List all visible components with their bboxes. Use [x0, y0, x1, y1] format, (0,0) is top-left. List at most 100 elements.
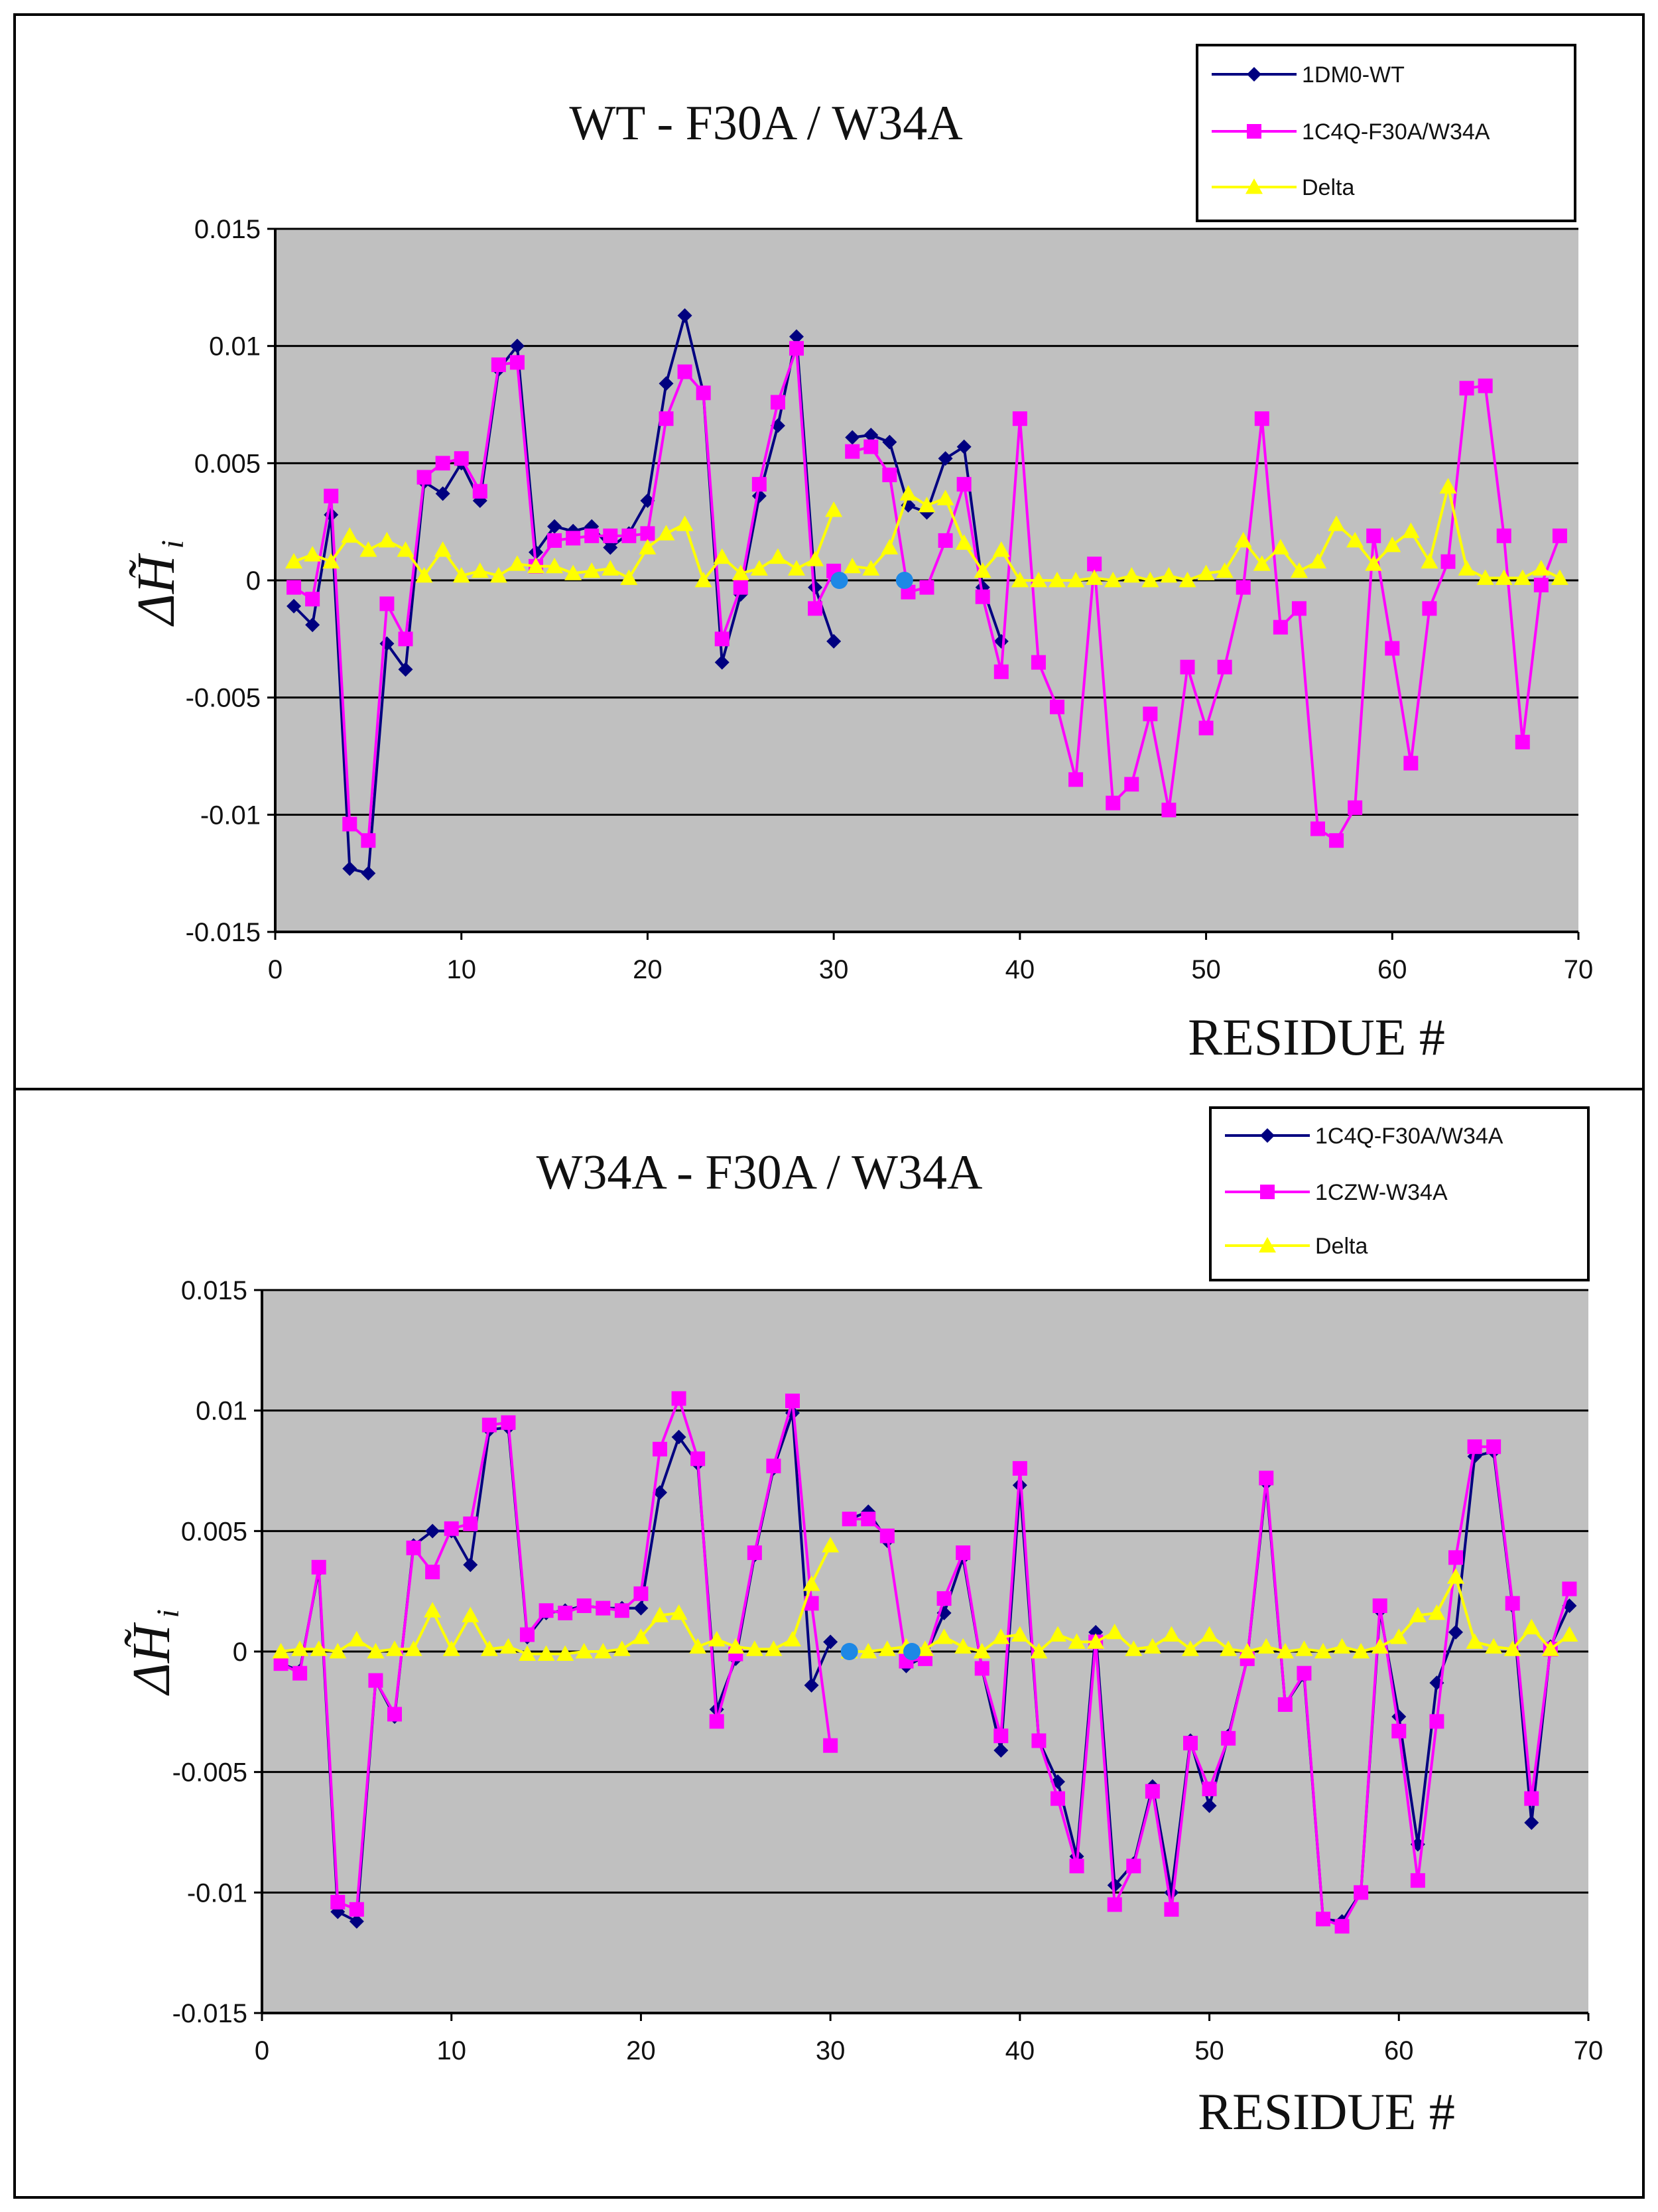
x-tick-label: 20 — [633, 955, 663, 984]
data-point — [640, 526, 655, 541]
y-axis-label-main: ΔH̃ — [123, 1622, 181, 1696]
data-point — [387, 1707, 402, 1722]
data-point — [1163, 1626, 1180, 1642]
data-point — [1051, 1791, 1065, 1806]
data-point — [1562, 1581, 1577, 1596]
data-point — [992, 541, 1010, 557]
data-point — [1365, 555, 1383, 571]
data-point — [938, 451, 953, 466]
data-point — [1297, 1665, 1312, 1681]
chart-title: WT - F30A / W34A — [569, 96, 962, 151]
data-point — [1496, 528, 1511, 543]
data-point — [1198, 720, 1214, 736]
y-tick-label: -0.01 — [200, 801, 261, 830]
data-point — [463, 1557, 478, 1573]
legend-swatch-marker — [1260, 1128, 1275, 1143]
data-point — [539, 1603, 554, 1618]
data-point — [564, 564, 582, 580]
data-point — [509, 355, 525, 370]
legend-label: 1C4Q-F30A/W34A — [1315, 1124, 1503, 1149]
data-point — [714, 655, 730, 670]
data-point — [671, 1391, 686, 1406]
data-point — [272, 1643, 290, 1659]
data-point — [304, 546, 322, 562]
data-point — [367, 1643, 385, 1659]
data-point — [1333, 1638, 1351, 1654]
data-point — [1067, 572, 1085, 588]
y-axis-label-sub: i — [155, 540, 190, 549]
data-point — [1068, 1633, 1086, 1649]
data-point — [936, 1591, 952, 1606]
data-point — [860, 1643, 877, 1659]
data-point — [435, 486, 450, 501]
data-point — [1011, 572, 1029, 588]
data-point — [1031, 655, 1046, 670]
data-point — [1309, 553, 1326, 569]
data-point — [1523, 1618, 1541, 1635]
x-tick-label: 10 — [436, 2036, 466, 2065]
data-point — [1346, 531, 1364, 548]
data-point — [1180, 659, 1195, 675]
data-point — [992, 1628, 1010, 1644]
x-tick-label: 50 — [1194, 2036, 1224, 2065]
data-point — [1533, 578, 1549, 593]
data-point — [1316, 1912, 1330, 1927]
data-point — [804, 1596, 819, 1611]
data-point — [956, 439, 972, 454]
data-point — [899, 485, 917, 501]
data-point — [603, 528, 618, 543]
data-point — [434, 541, 452, 557]
chart-title: W34A - F30A / W34A — [537, 1145, 983, 1200]
data-point — [556, 1645, 574, 1661]
data-point — [596, 1600, 611, 1616]
data-point — [287, 598, 302, 614]
data-point — [583, 562, 601, 578]
data-point — [808, 580, 823, 595]
data-point — [508, 555, 526, 571]
data-point — [936, 489, 954, 505]
data-point — [1069, 1858, 1084, 1874]
data-point — [1310, 821, 1325, 836]
legend-item-3: Delta — [1225, 1234, 1368, 1259]
data-point — [576, 1598, 592, 1613]
data-point — [329, 1643, 347, 1659]
data-point — [938, 533, 953, 548]
data-point — [1202, 1798, 1217, 1813]
y-tick-label: -0.01 — [187, 1878, 247, 1908]
x-tick-label: 50 — [1191, 955, 1221, 984]
data-point — [398, 662, 413, 677]
data-point — [1440, 554, 1456, 569]
data-point — [708, 1630, 726, 1647]
data-point — [547, 519, 562, 534]
data-point — [1029, 572, 1047, 588]
x-tick-label: 70 — [1564, 955, 1594, 984]
data-point — [566, 531, 581, 546]
data-point — [769, 548, 787, 564]
data-point — [802, 1575, 820, 1591]
data-point — [956, 1545, 971, 1561]
data-point — [955, 534, 973, 550]
data-point — [974, 1661, 989, 1676]
data-point — [882, 434, 897, 450]
data-point — [1216, 562, 1234, 578]
data-point — [1478, 378, 1493, 393]
data-point — [918, 496, 936, 513]
data-point — [1428, 1604, 1446, 1620]
x-tick-label: 40 — [1005, 2036, 1035, 2065]
data-point — [954, 1638, 972, 1654]
x-tick-label: 30 — [816, 2036, 846, 2065]
data-point — [614, 1603, 629, 1618]
data-point — [633, 1600, 649, 1616]
data-point — [1236, 580, 1251, 595]
data-point — [822, 1537, 840, 1553]
y-axis-label: ΔH̃ i — [127, 540, 190, 627]
data-point — [882, 468, 897, 482]
y-tick-label: 0.015 — [181, 1276, 247, 1305]
y-tick-label: -0.015 — [186, 918, 261, 947]
legend-label: 1DM0-WT — [1302, 62, 1405, 88]
data-point — [1552, 528, 1567, 543]
data-point — [435, 456, 450, 471]
data-point — [291, 1640, 309, 1656]
data-point — [842, 1512, 857, 1527]
data-point — [1385, 641, 1400, 656]
